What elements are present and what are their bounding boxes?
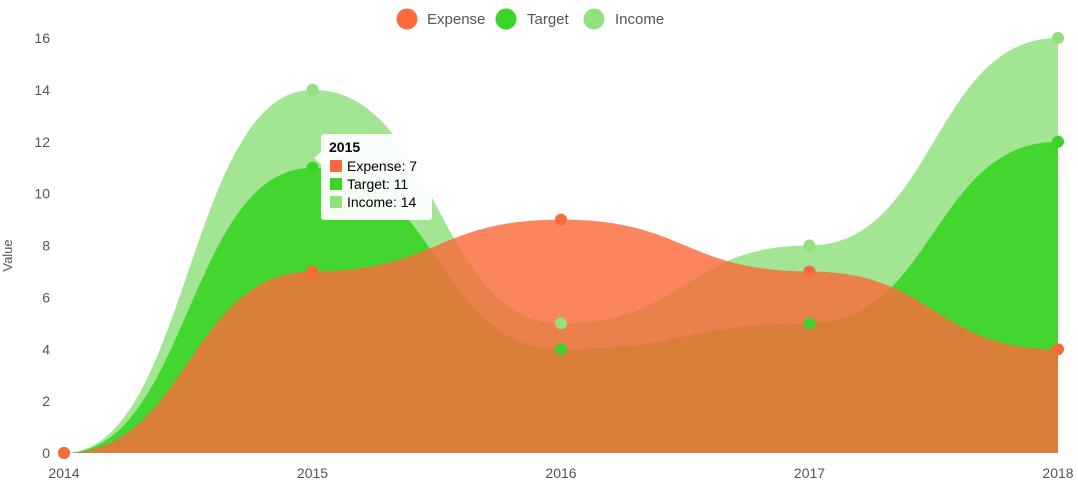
tooltip-item: Expense: 7 xyxy=(347,158,417,174)
point-expense-2016[interactable] xyxy=(555,213,567,226)
x-tick-label: 2018 xyxy=(1042,465,1073,481)
point-target-2016[interactable] xyxy=(555,343,567,356)
tooltip-item: Target: 11 xyxy=(347,176,408,192)
legend-item-income[interactable]: Income xyxy=(583,8,665,30)
y-tick-label: 6 xyxy=(42,289,50,305)
area-expense xyxy=(64,219,1058,453)
point-income-2018[interactable] xyxy=(1052,32,1064,44)
point-target-2017[interactable] xyxy=(803,317,816,330)
tooltip-box xyxy=(321,134,432,220)
y-tick-label: 2 xyxy=(42,393,50,409)
y-tick-label: 4 xyxy=(42,341,50,357)
point-income-2016[interactable] xyxy=(555,317,567,330)
tooltip-swatch xyxy=(330,196,342,208)
y-tick-label: 0 xyxy=(42,445,50,461)
y-axis-title: Value xyxy=(0,239,15,271)
x-tick-label: 2016 xyxy=(545,465,576,481)
x-tick-label: 2017 xyxy=(794,465,825,481)
point-expense-2017[interactable] xyxy=(803,265,816,278)
point-income-2015[interactable] xyxy=(306,83,319,96)
tooltip-title: 2015 xyxy=(329,139,360,155)
tooltip: 2015 Expense: 7 Target: 11 Income: 14 xyxy=(314,134,432,220)
y-tick-label: 16 xyxy=(34,30,50,46)
x-axis: 2014 2015 2016 2017 2018 xyxy=(48,465,1073,481)
y-axis: 0 2 4 6 8 10 12 14 16 Value xyxy=(0,30,50,461)
point-expense-2015[interactable] xyxy=(306,265,319,278)
point-expense-2018[interactable] xyxy=(1052,343,1064,356)
y-tick-label: 8 xyxy=(42,238,50,254)
tooltip-swatch xyxy=(330,160,342,172)
point-income-2017[interactable] xyxy=(803,239,816,252)
y-tick-label: 12 xyxy=(34,134,50,150)
point-expense-2014[interactable] xyxy=(58,447,70,459)
legend-swatch-expense xyxy=(396,8,418,30)
tooltip-pointer xyxy=(314,152,321,164)
y-tick-label: 14 xyxy=(34,82,50,98)
series-areas xyxy=(64,38,1058,453)
x-tick-label: 2015 xyxy=(297,465,328,481)
legend-item-target[interactable]: Target xyxy=(495,8,570,30)
tooltip-swatch xyxy=(330,178,342,190)
legend-label-expense: Expense xyxy=(427,11,485,28)
point-target-2015[interactable] xyxy=(306,161,319,174)
legend: Expense Target Income xyxy=(396,8,665,30)
legend-swatch-income xyxy=(583,8,605,30)
point-target-2018[interactable] xyxy=(1052,135,1064,148)
legend-swatch-target xyxy=(495,8,517,30)
legend-item-expense[interactable]: Expense xyxy=(396,8,486,30)
legend-label-income: Income xyxy=(615,11,664,28)
legend-label-target: Target xyxy=(527,11,570,28)
x-tick-label: 2014 xyxy=(48,465,79,481)
series-points xyxy=(58,32,1064,459)
y-tick-label: 10 xyxy=(34,186,50,202)
tooltip-item: Income: 14 xyxy=(347,194,416,210)
